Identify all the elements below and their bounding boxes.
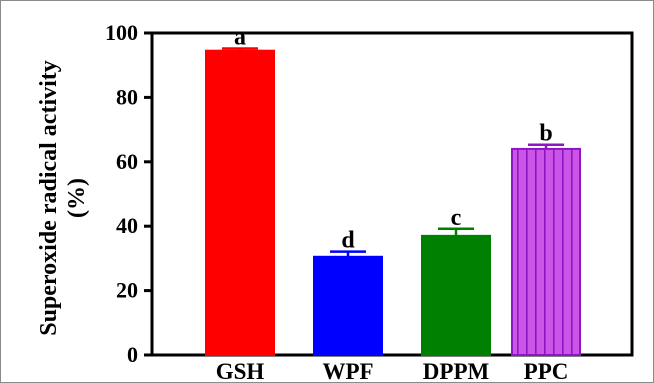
y-tick-label: 20 — [116, 278, 138, 303]
plot-area-border — [150, 31, 634, 357]
bar-dppm — [421, 234, 491, 356]
category-label-dppm: DPPM — [423, 359, 490, 383]
y-tick-label: 80 — [116, 84, 138, 109]
y-axis-ticks: 0 20 40 60 80 100 — [105, 20, 152, 367]
bars-group — [205, 49, 581, 357]
significance-label-wpf: d — [341, 228, 355, 254]
y-axis-title-line2: (%) — [64, 178, 90, 218]
y-tick-label: 0 — [127, 342, 138, 367]
significance-label-dppm: c — [451, 205, 462, 231]
bar-ppc — [511, 147, 581, 356]
y-axis-title-line1: Superoxide radical activity — [36, 60, 62, 336]
category-label-ppc: PPC — [524, 359, 569, 383]
category-label-wpf: WPF — [322, 359, 373, 383]
category-labels-group: GSH WPF DPPM PPC — [216, 359, 569, 383]
category-label-gsh: GSH — [216, 359, 265, 383]
y-tick-label: 40 — [116, 213, 138, 238]
bar-wpf — [313, 255, 383, 357]
error-bars-group — [222, 47, 564, 257]
significance-label-ppc: b — [539, 121, 552, 147]
y-tick-label: 60 — [116, 149, 138, 174]
bar-gsh — [205, 49, 275, 357]
y-tick-label: 100 — [105, 20, 138, 45]
significance-labels-group: a d c b — [234, 24, 553, 253]
significance-label-gsh: a — [234, 24, 246, 50]
